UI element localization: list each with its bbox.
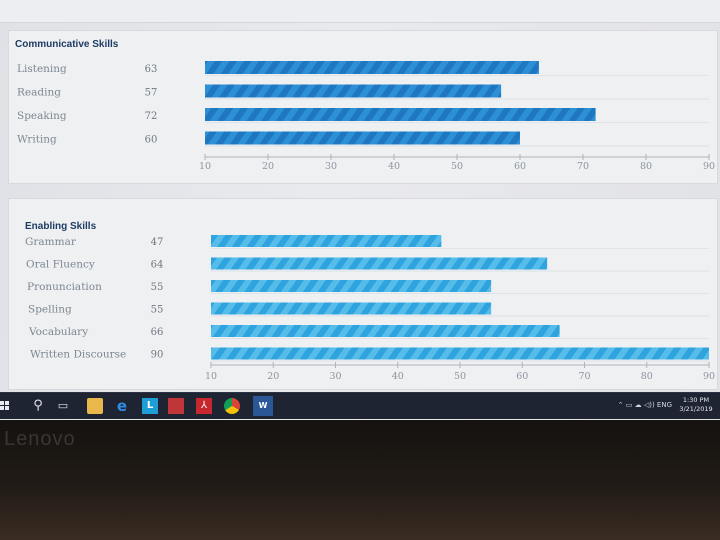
tick-label: 20	[267, 371, 279, 382]
file-explorer-icon[interactable]	[87, 398, 103, 414]
clock[interactable]: 1:30 PM 3/21/2019	[676, 396, 716, 414]
value-label: 72	[145, 111, 158, 122]
app-red-icon[interactable]	[168, 398, 184, 414]
lync-icon[interactable]: L	[142, 398, 158, 414]
value-label: 66	[151, 327, 164, 338]
category-label: Spelling	[28, 304, 72, 316]
chart-title: Communicative Skills	[15, 39, 119, 50]
screen: Communicative Skills Listening 63 Reading 57…	[0, 0, 720, 420]
tick-label: 40	[392, 371, 404, 382]
communicative-skills-chart: Communicative Skills Listening 63 Reading 57…	[15, 39, 715, 172]
brand-logo: Lenovo	[4, 428, 76, 450]
enabling-skills-chart: Enabling Skills Grammar 47 Oral Fluency 64 Pr…	[25, 221, 715, 382]
chart-title: Enabling Skills	[25, 221, 97, 232]
search-icon[interactable]: ⚲	[33, 398, 43, 413]
chrome-icon[interactable]	[224, 398, 240, 414]
bar	[211, 347, 709, 360]
taskbar: ⚲ ▭ e L ⅄ W ⌃ ▭ ☁ ◁)) ENG 1:30 PM 3/21/2…	[0, 392, 720, 419]
tick-label: 70	[577, 161, 589, 172]
value-label: 47	[151, 237, 164, 248]
system-tray[interactable]: ⌃ ▭ ☁ ◁)) ENG	[618, 398, 672, 412]
bar	[211, 325, 560, 337]
category-label: Reading	[17, 87, 61, 99]
language-indicator[interactable]: ENG	[656, 401, 672, 409]
category-label: Oral Fluency	[26, 259, 95, 271]
tick-label: 30	[329, 371, 341, 382]
bar	[211, 235, 442, 247]
tick-label: 40	[388, 161, 400, 172]
clock-date: 3/21/2019	[679, 405, 713, 413]
enabling-skills-panel: Enabling Skills Grammar 47 Oral Fluency 64 Pr…	[8, 198, 718, 390]
tick-label: 10	[205, 371, 217, 382]
tick-label: 50	[451, 161, 463, 172]
communicative-skills-panel: Communicative Skills Listening 63 Reading 57…	[8, 30, 718, 184]
value-label: 63	[145, 64, 158, 75]
tick-label: 70	[578, 371, 590, 382]
acrobat-pdf-icon[interactable]: ⅄	[196, 398, 212, 414]
clock-time: 1:30 PM	[682, 396, 710, 404]
tick-label: 80	[641, 371, 653, 382]
value-label: 55	[151, 305, 164, 316]
laptop-bezel: Lenovo	[0, 420, 720, 540]
category-label: Speaking	[17, 110, 67, 122]
bar	[211, 257, 548, 270]
bar	[205, 61, 539, 74]
word-icon[interactable]: W	[253, 396, 273, 416]
tick-label: 60	[516, 371, 528, 382]
bar	[205, 108, 596, 121]
bar	[211, 280, 492, 292]
bar	[211, 302, 492, 315]
tick-label: 20	[262, 161, 274, 172]
category-label: Vocabulary	[28, 326, 88, 338]
tick-label: 50	[454, 371, 466, 382]
tick-label: 80	[640, 161, 652, 172]
tick-label: 10	[199, 161, 211, 172]
tick-label: 30	[325, 161, 337, 172]
category-label: Pronunciation	[27, 281, 102, 293]
value-label: 64	[151, 260, 164, 271]
value-label: 60	[145, 135, 158, 146]
category-label: Written Discourse	[30, 349, 126, 361]
bar	[205, 131, 520, 145]
value-label: 90	[151, 350, 164, 361]
bar	[205, 84, 502, 98]
category-label: Writing	[17, 134, 57, 146]
task-view-icon[interactable]: ▭	[57, 399, 69, 412]
tick-label: 90	[703, 371, 715, 382]
windows-start-icon[interactable]	[0, 398, 10, 414]
edge-icon[interactable]: e	[116, 397, 128, 415]
value-label: 57	[145, 88, 158, 99]
tick-label: 90	[703, 161, 715, 172]
tick-label: 60	[514, 161, 526, 172]
category-label: Listening	[17, 63, 67, 75]
tray-icons[interactable]: ⌃ ▭ ☁ ◁))	[617, 401, 657, 409]
value-label: 55	[151, 282, 164, 293]
window-top-strip	[0, 0, 720, 23]
category-label: Grammar	[25, 236, 77, 248]
